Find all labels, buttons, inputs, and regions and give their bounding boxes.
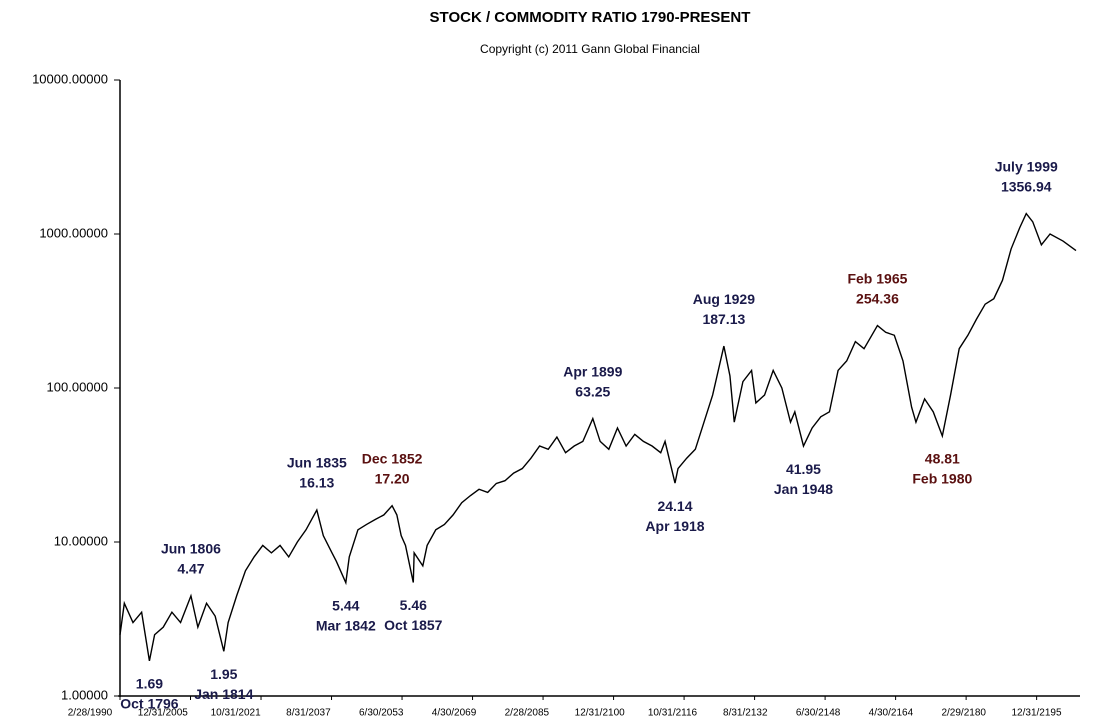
annotation-date: Apr 1899 — [563, 363, 622, 379]
annotation-value: 1.69 — [136, 676, 163, 692]
annotation-value: 4.47 — [177, 561, 204, 577]
y-tick-label: 100.00000 — [47, 379, 108, 394]
y-tick-label: 1000.00000 — [39, 225, 108, 240]
x-tick-label: 8/31/2037 — [286, 708, 331, 719]
annotation-value: 5.46 — [400, 597, 427, 613]
annotation-date: Feb 1965 — [847, 270, 907, 286]
annotation-date: Oct 1796 — [120, 696, 179, 712]
x-tick-label: 10/31/2116 — [648, 708, 698, 719]
y-tick-label: 10000.00000 — [32, 71, 108, 86]
x-tick-label: 2/29/2180 — [941, 708, 986, 719]
x-tick-label: 12/31/2005 — [138, 708, 188, 719]
y-tick-label: 10.00000 — [54, 533, 108, 548]
annotation-date: July 1999 — [995, 158, 1058, 174]
chart-subtitle: Copyright (c) 2011 Gann Global Financial — [480, 42, 700, 56]
annotation-value: 1.95 — [210, 666, 237, 682]
x-tick-label: 2/28/1990 — [68, 708, 113, 719]
annotation-value: 48.81 — [925, 451, 960, 467]
annotation-value: 187.13 — [702, 311, 745, 327]
x-tick-label: 2/28/2085 — [505, 708, 550, 719]
annotation-date: Aug 1929 — [693, 291, 755, 307]
annotation-value: 16.13 — [299, 475, 334, 491]
annotation-date: Jan 1948 — [774, 481, 833, 497]
annotation-value: 1356.94 — [1001, 178, 1052, 194]
annotation-value: 24.14 — [657, 498, 692, 514]
x-tick-label: 12/31/2100 — [575, 708, 625, 719]
annotation-date: Jan 1814 — [194, 686, 253, 702]
annotation-date: Jun 1835 — [287, 455, 347, 471]
annotation-value: 5.44 — [332, 597, 359, 613]
annotation-value: 254.36 — [856, 290, 899, 306]
x-tick-label: 4/30/2069 — [432, 708, 477, 719]
x-tick-label: 6/30/2148 — [796, 708, 841, 719]
x-tick-label: 10/31/2021 — [211, 708, 261, 719]
annotation-date: Dec 1852 — [362, 450, 423, 466]
x-tick-label: 4/30/2164 — [869, 708, 914, 719]
chart-title: STOCK / COMMODITY RATIO 1790-PRESENT — [430, 9, 751, 26]
annotation-date: Oct 1857 — [384, 617, 443, 633]
annotation-date: Apr 1918 — [645, 518, 704, 534]
y-tick-label: 1.00000 — [61, 687, 108, 702]
annotation-date: Mar 1842 — [316, 617, 376, 633]
x-tick-label: 12/31/2195 — [1012, 708, 1062, 719]
annotation-value: 63.25 — [575, 383, 610, 399]
annotation-date: Jun 1806 — [161, 541, 221, 557]
x-tick-label: 6/30/2053 — [359, 708, 404, 719]
annotation-date: Feb 1980 — [912, 471, 972, 487]
annotation-value: 41.95 — [786, 461, 821, 477]
x-tick-label: 8/31/2132 — [723, 708, 768, 719]
series-line — [119, 212, 1077, 662]
annotation-value: 17.20 — [375, 470, 410, 486]
